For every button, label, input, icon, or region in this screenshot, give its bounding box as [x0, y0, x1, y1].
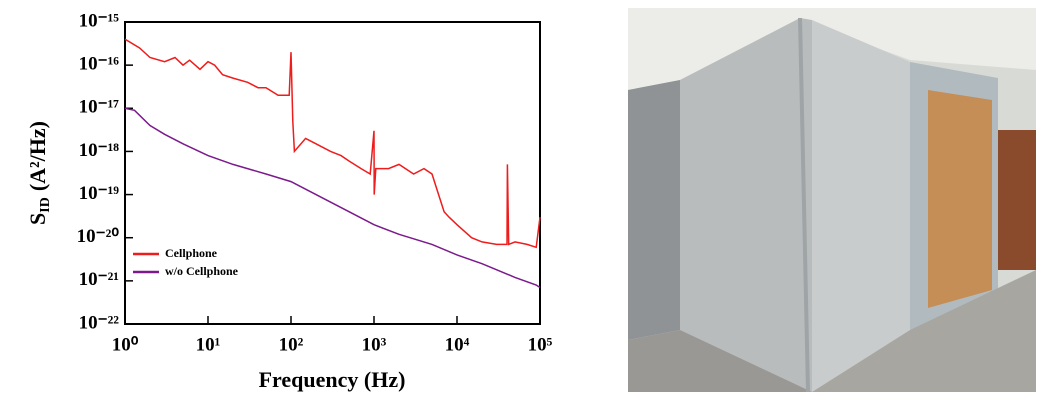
floor-right	[812, 270, 1036, 392]
corner-edge	[798, 17, 810, 393]
x-tick-label: 10²	[279, 334, 304, 355]
y-tick-label: 10⁻²²	[79, 312, 120, 333]
y-tick-label: 10⁻¹⁵	[79, 10, 120, 31]
x-tick-label: 10⁵	[528, 334, 553, 355]
x-tick-label: 10⁰	[112, 334, 139, 355]
door	[928, 90, 992, 308]
plot-frame	[124, 21, 541, 325]
x-tick-label: 10¹	[196, 334, 221, 355]
y-tick-label: 10⁻¹⁷	[79, 97, 120, 118]
y-tick-label: 10⁻¹⁸	[79, 140, 120, 161]
legend-label: Cellphone	[165, 246, 218, 260]
shelf	[998, 130, 1036, 270]
y-tick-label: 10⁻¹⁶	[79, 54, 120, 75]
y-tick-label: 10⁻¹⁹	[79, 183, 120, 204]
left-wall	[628, 80, 680, 340]
y-axis-label: SID (A²/Hz)	[25, 121, 53, 225]
ceiling	[628, 8, 1036, 90]
series-line	[124, 107, 541, 289]
legend-label: w/o Cellphone	[165, 264, 239, 278]
x-axis-label: Frequency (Hz)	[259, 367, 406, 392]
side-wall	[680, 18, 812, 392]
front-wall	[812, 20, 910, 392]
y-label-unit: (A²/Hz)	[25, 121, 50, 191]
x-tick-label: 10³	[362, 334, 387, 355]
photo	[628, 8, 1036, 393]
series-line	[124, 38, 541, 249]
x-tick-label: 10⁴	[445, 334, 470, 355]
y-tick-label: 10⁻²¹	[79, 269, 119, 290]
y-label-sub: ID	[38, 197, 53, 213]
y-label-main: S	[25, 213, 50, 225]
floor-left	[628, 330, 812, 392]
y-tick-label: 10⁻²⁰	[77, 226, 120, 247]
